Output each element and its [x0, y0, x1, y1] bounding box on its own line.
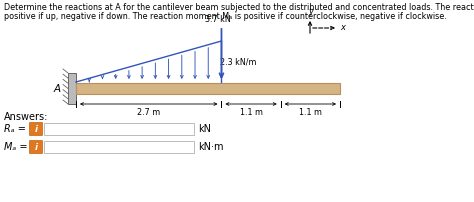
Text: kN·m: kN·m	[198, 142, 224, 152]
Text: 1.1 m: 1.1 m	[299, 108, 322, 117]
Text: 3.7 kN: 3.7 kN	[205, 15, 231, 24]
Bar	[76, 83, 340, 94]
Bar	[68, 73, 76, 104]
FancyBboxPatch shape	[29, 141, 43, 154]
Text: 1.1 m: 1.1 m	[239, 108, 263, 117]
Text: Determine the reactions at A for the cantilever beam subjected to the distribute: Determine the reactions at A for the can…	[4, 3, 474, 12]
Text: i: i	[35, 142, 37, 152]
Text: 2.3 kN/m: 2.3 kN/m	[220, 58, 257, 66]
Text: Rₐ =: Rₐ =	[4, 124, 26, 134]
Text: kN: kN	[198, 124, 211, 134]
Text: positive if up, negative if down. The reaction moment Mₐ is positive if counterc: positive if up, negative if down. The re…	[4, 12, 447, 21]
Bar	[44, 141, 194, 153]
Text: y: y	[309, 7, 313, 16]
Text: i: i	[35, 124, 37, 134]
Text: Answers:: Answers:	[4, 112, 48, 122]
Text: A: A	[54, 83, 61, 94]
Bar	[44, 123, 194, 135]
Text: 2.7 m: 2.7 m	[137, 108, 160, 117]
Text: x: x	[340, 23, 345, 33]
FancyBboxPatch shape	[29, 122, 43, 136]
Text: Mₐ =: Mₐ =	[4, 142, 27, 152]
